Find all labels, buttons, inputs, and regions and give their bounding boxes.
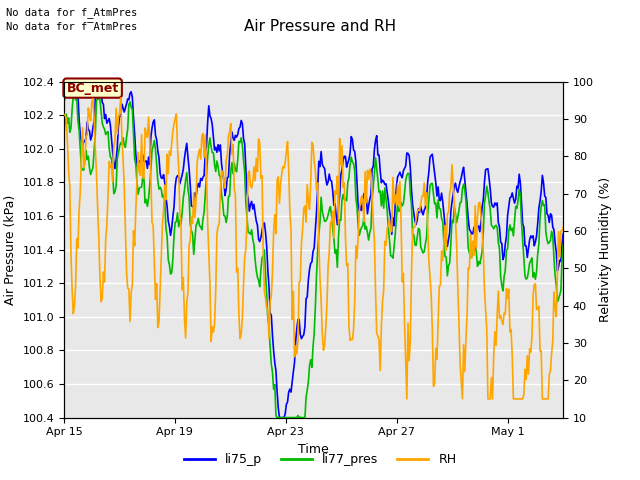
Text: No data for f_AtmPres: No data for f_AtmPres bbox=[6, 7, 138, 18]
Y-axis label: Air Pressure (kPa): Air Pressure (kPa) bbox=[4, 194, 17, 305]
Y-axis label: Relativity Humidity (%): Relativity Humidity (%) bbox=[600, 177, 612, 322]
Legend: li75_p, li77_pres, RH: li75_p, li77_pres, RH bbox=[179, 448, 461, 471]
Text: BC_met: BC_met bbox=[67, 82, 119, 95]
Text: Air Pressure and RH: Air Pressure and RH bbox=[244, 19, 396, 34]
Text: No data for f̅AtmPres: No data for f̅AtmPres bbox=[6, 22, 138, 32]
X-axis label: Time: Time bbox=[298, 443, 329, 456]
